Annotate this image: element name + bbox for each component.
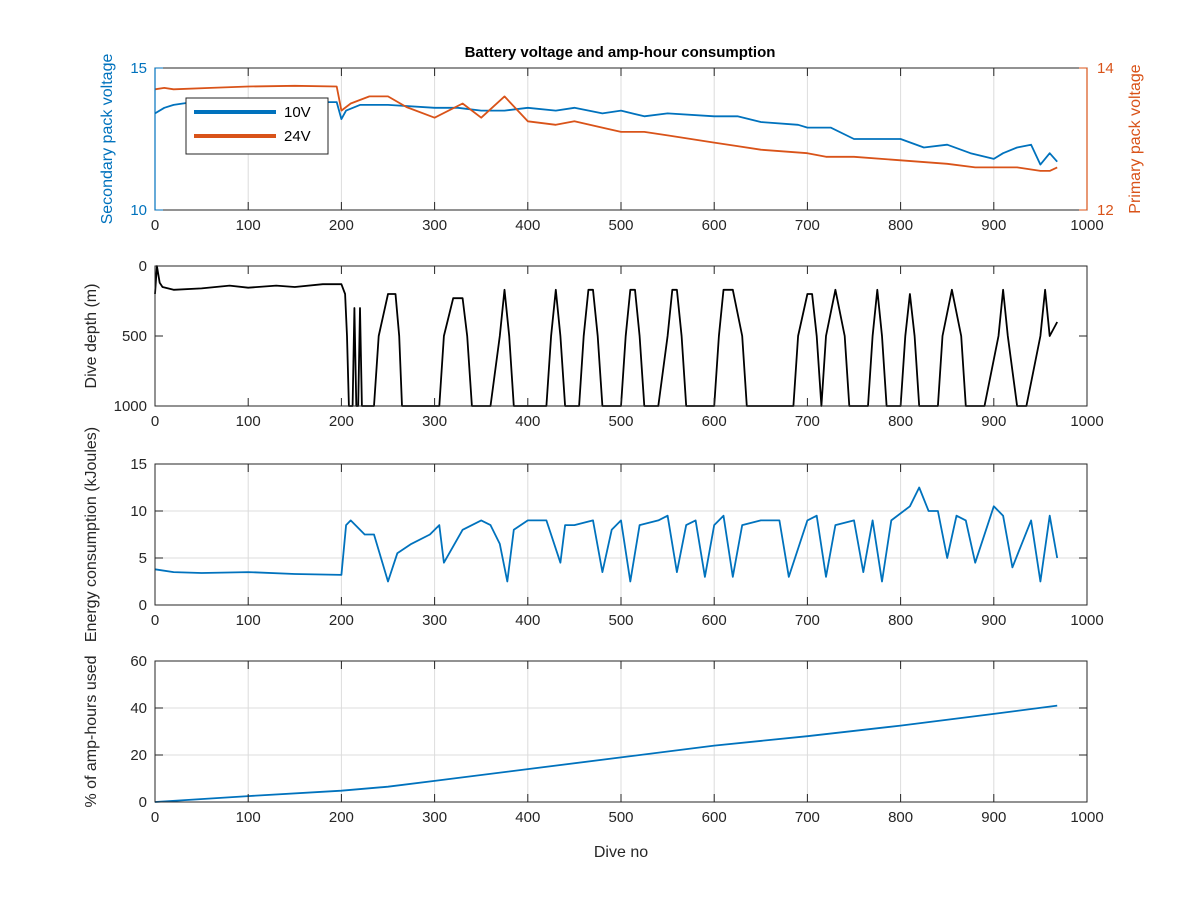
subplot-2: 0 100 200 300 400 500 600 700 800 900 100005001000… [83,258,1104,430]
legend-label-10v: 10V [284,104,311,121]
y-tick-label: 10 [130,503,147,520]
x-tick-label: 500 [608,809,633,826]
x-tick-label: 400 [515,612,540,629]
x-tick-label: 500 [608,217,633,234]
subplot-3: 0 100 200 300 400 500 600 700 800 900 1000 0 5 10 15 En… [83,427,1104,642]
x-tick-label: 800 [888,809,913,826]
x-tick-label: 300 [422,612,447,629]
legend-box [185,97,329,155]
x-tick-label: 0 [151,217,159,234]
y-tick-label: 5 [139,550,147,567]
plots: 0 100 200 300 400 500 600 700 800 900 10001015Seco… [83,54,1144,861]
y-axis-label: Energy consumption (kJoules) [83,427,100,642]
y-tick-label: 0 [139,597,147,614]
x-tick-label: 500 [608,612,633,629]
x-tick-label: 100 [236,217,261,234]
y-tick-label: 40 [130,700,147,717]
x-tick-label: 900 [981,612,1006,629]
x-tick-label: 1000 [1070,413,1103,430]
x-tick-label: 200 [329,612,354,629]
x-tick-label: 600 [702,809,727,826]
x-tick-label: 200 [329,413,354,430]
series-line-24v [154,84,1058,172]
y-tick-label: 0 [139,258,147,275]
y-axis-label: Dive depth (m) [83,284,100,389]
x-tick-label: 400 [515,809,540,826]
x-tick-label: 600 [702,413,727,430]
x-tick-label: 300 [422,217,447,234]
y-tick-label: 500 [122,328,147,345]
x-tick-label: 700 [795,809,820,826]
y-tick-label: 15 [130,456,147,473]
x-tick-label: 100 [236,413,261,430]
y-tick-label-right: 12 [1097,202,1114,219]
x-tick-label: 200 [329,809,354,826]
x-tick-label: 0 [151,612,159,629]
x-tick-label: 0 [151,413,159,430]
x-tick-label: 900 [981,413,1006,430]
series-line-s1 [154,486,1059,583]
y-tick-label: 10 [130,202,147,219]
x-tick-label: 100 [236,612,261,629]
x-tick-label: 700 [795,413,820,430]
x-tick-label: 300 [422,809,447,826]
y-axis-label: Secondary pack voltage [99,54,116,225]
x-tick-label: 600 [702,612,727,629]
x-tick-label: 0 [151,809,159,826]
y-tick-label-right: 14 [1097,60,1114,77]
x-tick-label: 800 [888,612,913,629]
subplot-4: 0 100 200 300 400 500 600 700 800 900 1000 0 20 40 60%… [83,653,1104,861]
x-tick-label: 700 [795,217,820,234]
x-tick-label: 500 [608,413,633,430]
y-tick-label: 0 [139,794,147,811]
y-axis-label: % of amp-hours used [83,655,100,807]
x-tick-label: 1000 [1070,217,1103,234]
series-line-s1 [154,704,1058,803]
figure-title: Battery voltage and amp-hour consumption [465,44,776,61]
y-tick-label: 20 [130,747,147,764]
x-tick-label: 400 [515,217,540,234]
x-axis-label: Dive no [594,844,648,861]
x-tick-label: 900 [981,217,1006,234]
x-tick-label: 1000 [1070,612,1103,629]
x-tick-label: 900 [981,809,1006,826]
x-tick-label: 800 [888,413,913,430]
subplot-1: 0 100 200 300 400 500 600 700 800 900 1000 10 15 Seco… [99,54,1144,234]
x-tick-label: 600 [702,217,727,234]
x-tick-label: 200 [329,217,354,234]
x-tick-label: 700 [795,612,820,629]
x-tick-label: 300 [422,413,447,430]
y-tick-label: 60 [130,653,147,670]
legend-label-24v: 24V [284,128,311,145]
y-tick-label: 1000 [114,398,147,415]
y-axis-label-right: Primary pack voltage [1127,64,1144,213]
x-tick-label: 100 [236,809,261,826]
y-tick-label: 15 [130,60,147,77]
x-tick-label: 400 [515,413,540,430]
x-tick-label: 800 [888,217,913,234]
x-tick-label: 1000 [1070,809,1103,826]
